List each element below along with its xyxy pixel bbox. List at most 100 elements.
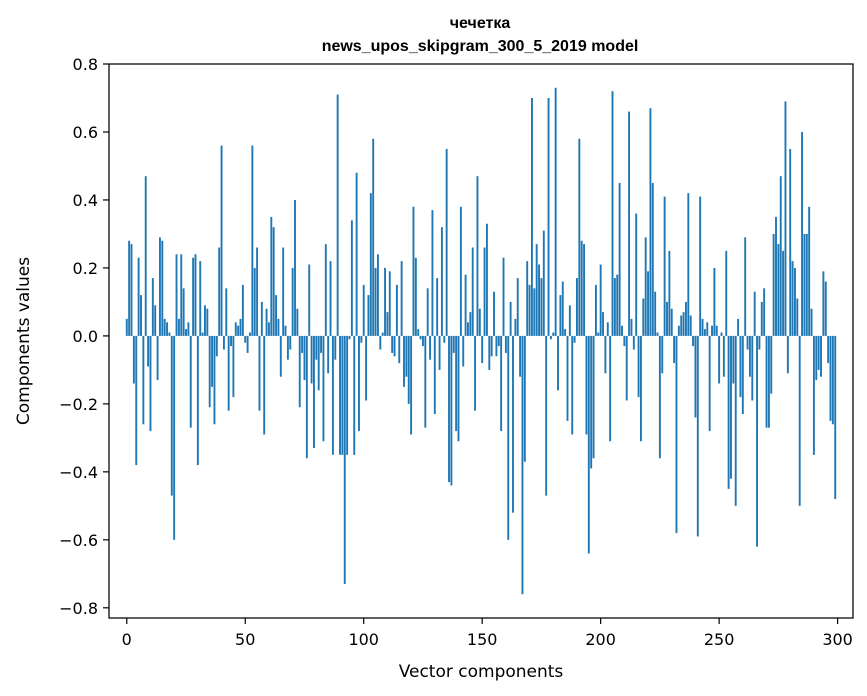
bar-295 bbox=[824, 281, 827, 336]
bar-155 bbox=[493, 291, 495, 336]
bar-266 bbox=[756, 335, 758, 547]
bar-233 bbox=[677, 325, 680, 336]
bar-128 bbox=[429, 335, 432, 360]
bar-175 bbox=[540, 278, 543, 336]
bar-82 bbox=[320, 335, 323, 353]
bar-164 bbox=[514, 318, 517, 336]
bar-280 bbox=[789, 148, 792, 336]
bar-57 bbox=[260, 301, 263, 336]
bar-256 bbox=[732, 335, 735, 384]
bar-93 bbox=[346, 335, 349, 455]
bar-79 bbox=[313, 335, 315, 449]
bar-137 bbox=[450, 335, 453, 486]
bar-44 bbox=[230, 335, 232, 347]
bar-285 bbox=[801, 131, 804, 336]
bar-53 bbox=[251, 145, 254, 336]
bar-121 bbox=[412, 206, 415, 336]
bar-254 bbox=[727, 335, 730, 489]
bar-43 bbox=[227, 335, 230, 411]
bar-224 bbox=[656, 332, 659, 336]
bar-104 bbox=[372, 138, 375, 336]
bar-236 bbox=[685, 301, 687, 336]
bar-40 bbox=[220, 145, 223, 336]
bar-67 bbox=[284, 325, 287, 336]
bar-220 bbox=[647, 271, 649, 336]
bar-81 bbox=[317, 335, 320, 391]
bar-237 bbox=[687, 193, 690, 336]
bar-6 bbox=[140, 295, 142, 336]
bar-247 bbox=[711, 325, 713, 336]
y-tick-label: 0.0 bbox=[73, 327, 98, 346]
bar-242 bbox=[699, 196, 702, 336]
bar-25 bbox=[185, 329, 187, 336]
bar-34 bbox=[206, 308, 209, 336]
bar-231 bbox=[673, 335, 676, 364]
x-tick-label: 50 bbox=[235, 630, 255, 649]
bar-288 bbox=[808, 206, 811, 336]
bar-201 bbox=[602, 312, 604, 336]
bar-218 bbox=[642, 298, 645, 336]
bar-10 bbox=[149, 335, 152, 432]
bar-282 bbox=[794, 267, 796, 336]
bar-221 bbox=[649, 108, 652, 336]
bar-268 bbox=[760, 301, 763, 336]
bar-22 bbox=[177, 318, 180, 336]
bar-232 bbox=[675, 335, 678, 534]
bar-251 bbox=[720, 332, 723, 336]
bar-5 bbox=[137, 257, 140, 336]
bar-152 bbox=[485, 223, 488, 336]
bar-51 bbox=[246, 335, 249, 353]
bar-250 bbox=[718, 335, 721, 384]
y-tick-label: −0.8 bbox=[59, 599, 98, 618]
bar-269 bbox=[763, 288, 766, 336]
bar-253 bbox=[725, 250, 728, 336]
bar-122 bbox=[414, 257, 417, 336]
bar-42 bbox=[225, 288, 228, 336]
bar-110 bbox=[386, 312, 389, 336]
bar-223 bbox=[654, 291, 657, 336]
bar-143 bbox=[464, 274, 467, 336]
x-axis-ticks: 0 50 100 150 200 250 300 bbox=[122, 618, 853, 649]
bar-33 bbox=[204, 305, 206, 336]
bar-226 bbox=[661, 335, 664, 374]
bar-63 bbox=[275, 295, 277, 336]
bar-194 bbox=[585, 335, 588, 435]
bar-156 bbox=[495, 335, 498, 357]
bar-127 bbox=[426, 288, 429, 336]
bar-205 bbox=[611, 91, 614, 336]
plot-frame bbox=[108, 63, 854, 619]
bar-136 bbox=[448, 335, 450, 483]
y-tick-label: 0.6 bbox=[73, 123, 98, 142]
y-tick-label: 0.2 bbox=[73, 259, 98, 278]
chart-title-line-2: news_upos_skipgram_300_5_2019 model bbox=[322, 38, 639, 55]
bar-178 bbox=[547, 97, 550, 336]
bar-213 bbox=[630, 318, 633, 336]
bar-64 bbox=[277, 318, 280, 336]
bar-130 bbox=[433, 335, 436, 415]
bar-50 bbox=[244, 335, 247, 343]
bar-144 bbox=[467, 322, 469, 336]
bar-117 bbox=[403, 335, 405, 387]
bar-91 bbox=[341, 335, 344, 455]
bar-289 bbox=[810, 308, 813, 336]
y-tick-label: 0.8 bbox=[73, 55, 98, 74]
bar-55 bbox=[256, 247, 259, 336]
bar-103 bbox=[369, 193, 372, 336]
bar-198 bbox=[594, 284, 597, 336]
bar-265 bbox=[753, 291, 756, 336]
bar-263 bbox=[748, 335, 751, 377]
bar-85 bbox=[327, 335, 330, 374]
bar-series bbox=[125, 87, 837, 595]
bar-58 bbox=[263, 335, 266, 435]
bar-95 bbox=[350, 220, 353, 336]
bar-8 bbox=[144, 176, 147, 336]
y-tick-label: −0.2 bbox=[59, 395, 98, 414]
bar-118 bbox=[405, 335, 408, 377]
bar-9 bbox=[147, 335, 150, 367]
bar-12 bbox=[154, 305, 157, 336]
bar-38 bbox=[215, 335, 218, 357]
bar-298 bbox=[831, 335, 834, 425]
bar-142 bbox=[462, 335, 465, 367]
bar-148 bbox=[476, 176, 479, 336]
